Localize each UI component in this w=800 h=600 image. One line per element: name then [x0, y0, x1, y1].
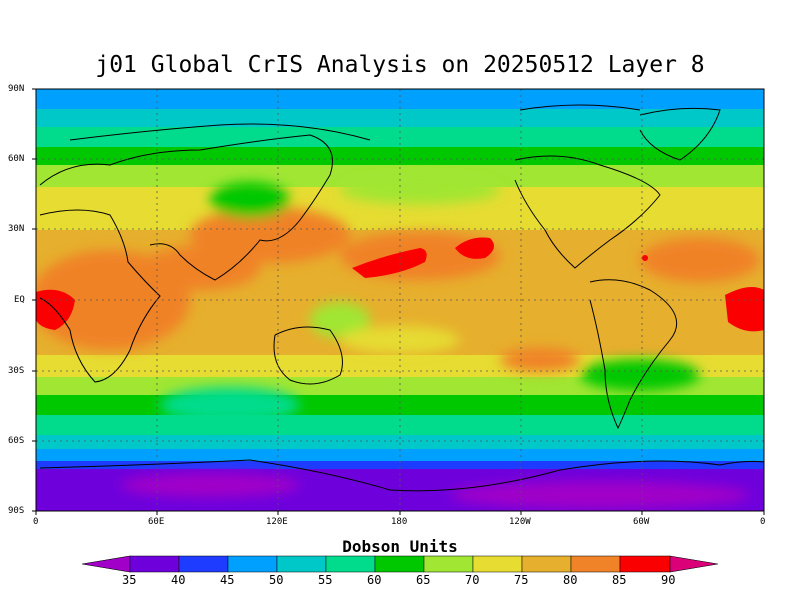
colorbar-swatch	[227, 555, 278, 573]
lat-tick-label: 30N	[8, 224, 25, 234]
colorbar-swatch	[178, 555, 229, 573]
colorbar-value: 50	[269, 573, 284, 587]
lat-tick-label: 30S	[8, 366, 25, 376]
colorbar-value: 60	[367, 573, 382, 587]
lon-tick-label: 120W	[509, 517, 531, 527]
colorbar-value: 85	[612, 573, 627, 587]
lat-tick-label: EQ	[14, 295, 25, 305]
lat-tick-label: 60N	[8, 154, 25, 164]
lon-tick-label: 60E	[148, 517, 165, 527]
colorbar-swatch	[619, 555, 671, 573]
lat-tick-label: 90S	[8, 506, 25, 516]
lon-tick-label: 120E	[266, 517, 288, 527]
colorbar-value: 70	[465, 573, 480, 587]
colorbar-min-arrow	[81, 555, 131, 573]
lon-tick-label: 180	[391, 517, 408, 527]
lat-tick-label: 90N	[8, 84, 25, 94]
colorbar-value: 65	[416, 573, 431, 587]
lon-tick-label: 0	[760, 517, 766, 527]
lon-tick-label: 60W	[633, 517, 650, 527]
colorbar-swatch	[423, 555, 474, 573]
colorbar-value: 90	[661, 573, 676, 587]
colorbar-swatch	[276, 555, 327, 573]
colorbar-value: 80	[563, 573, 578, 587]
lon-tick-label: 0	[33, 517, 39, 527]
map-title: j01 Global CrIS Analysis on 20250512 Lay…	[95, 52, 705, 78]
colorbar-max-arrow	[669, 555, 719, 573]
colorbar-swatch	[521, 555, 572, 573]
lat-tick-label: 60S	[8, 436, 25, 446]
colorbar-value: 45	[220, 573, 235, 587]
colorbar-swatch	[472, 555, 523, 573]
colorbar	[81, 555, 719, 573]
colorbar-label: Dobson Units	[342, 537, 458, 556]
colorbar-value: 35	[122, 573, 137, 587]
colorbar-value: 75	[514, 573, 529, 587]
colorbar-swatch	[129, 555, 180, 573]
colorbar-value: 55	[318, 573, 333, 587]
colorbar-value: 40	[171, 573, 186, 587]
ozone-field	[36, 89, 764, 511]
colorbar-swatch	[570, 555, 621, 573]
colorbar-swatch	[374, 555, 425, 573]
colorbar-swatch	[325, 555, 376, 573]
